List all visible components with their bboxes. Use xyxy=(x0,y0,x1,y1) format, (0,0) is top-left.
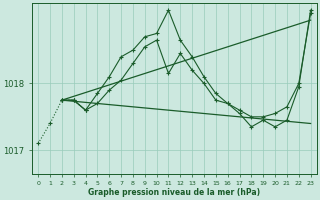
X-axis label: Graphe pression niveau de la mer (hPa): Graphe pression niveau de la mer (hPa) xyxy=(88,188,260,197)
